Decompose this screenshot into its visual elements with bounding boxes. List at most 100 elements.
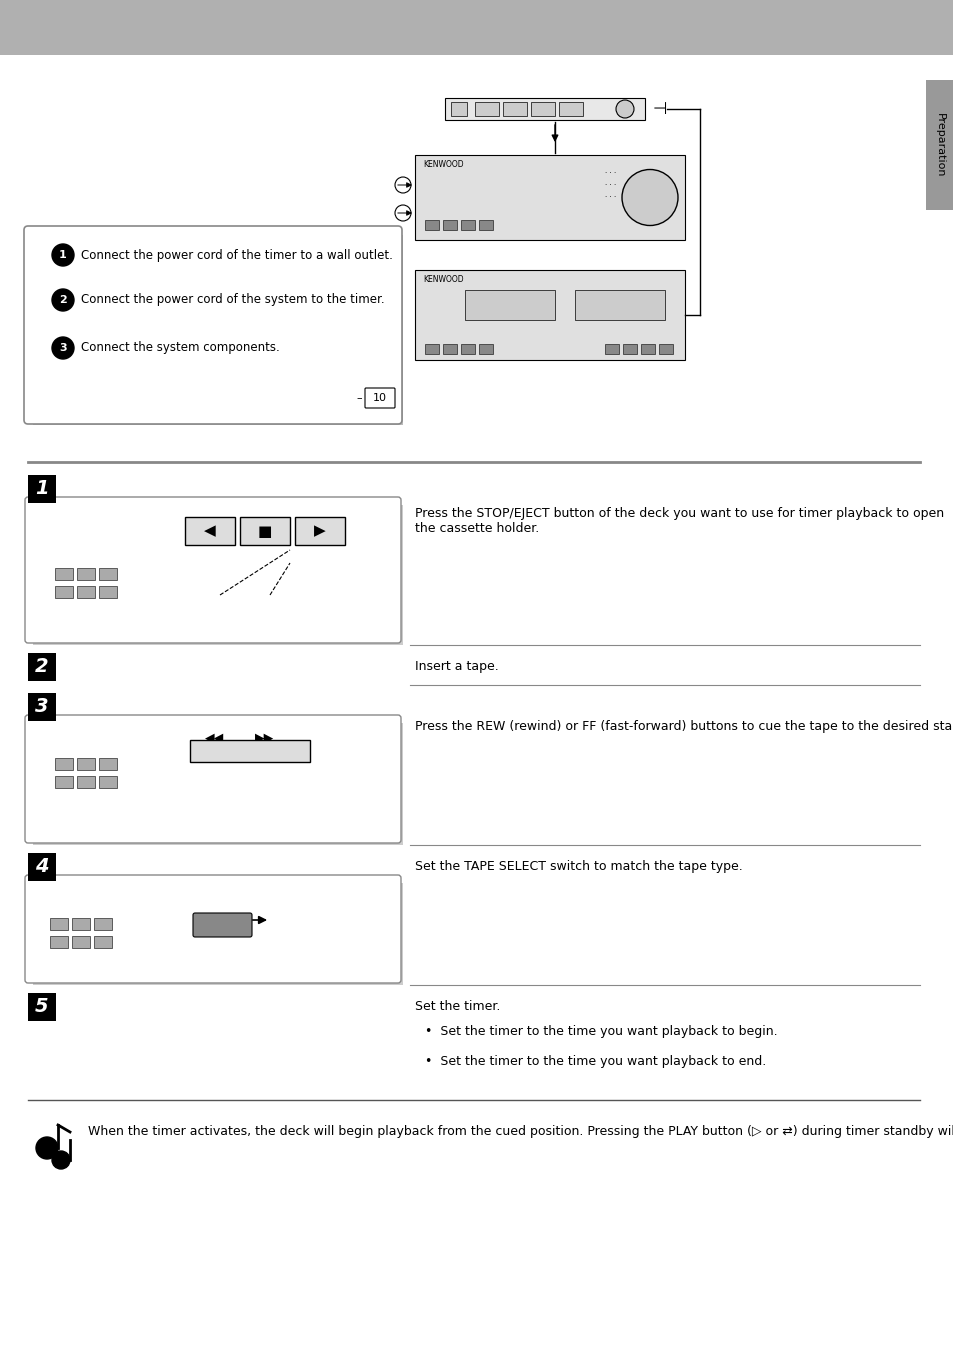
FancyBboxPatch shape	[33, 884, 402, 985]
FancyBboxPatch shape	[444, 99, 644, 120]
FancyBboxPatch shape	[50, 936, 68, 948]
FancyBboxPatch shape	[94, 917, 112, 929]
Text: 4: 4	[35, 858, 49, 877]
FancyBboxPatch shape	[659, 345, 672, 354]
Text: ■: ■	[257, 523, 272, 539]
FancyBboxPatch shape	[94, 936, 112, 948]
FancyBboxPatch shape	[24, 226, 401, 424]
FancyBboxPatch shape	[622, 345, 637, 354]
Text: KENWOOD: KENWOOD	[422, 159, 463, 169]
FancyBboxPatch shape	[55, 586, 73, 598]
FancyBboxPatch shape	[71, 917, 90, 929]
FancyBboxPatch shape	[28, 852, 56, 881]
FancyBboxPatch shape	[55, 758, 73, 770]
Text: When the timer activates, the deck will begin playback from the cued position. P: When the timer activates, the deck will …	[88, 1125, 953, 1138]
FancyBboxPatch shape	[55, 775, 73, 788]
Circle shape	[36, 1138, 58, 1159]
Text: –: –	[356, 393, 361, 403]
Circle shape	[52, 1151, 70, 1169]
Circle shape	[395, 205, 411, 222]
Text: Connect the power cord of the timer to a wall outlet.: Connect the power cord of the timer to a…	[81, 249, 393, 262]
Text: 3: 3	[35, 697, 49, 716]
Text: Press the REW (rewind) or FF (fast-forward) buttons to cue the tape to the desir: Press the REW (rewind) or FF (fast-forwa…	[415, 720, 953, 734]
FancyBboxPatch shape	[99, 586, 117, 598]
Text: Set the timer.: Set the timer.	[415, 1000, 500, 1013]
FancyBboxPatch shape	[28, 693, 56, 721]
Text: ◀◀: ◀◀	[205, 731, 224, 744]
Text: Insert a tape.: Insert a tape.	[415, 661, 498, 673]
FancyBboxPatch shape	[77, 758, 95, 770]
FancyBboxPatch shape	[294, 517, 345, 544]
Text: · · ·: · · ·	[604, 195, 616, 200]
FancyBboxPatch shape	[531, 101, 555, 116]
Text: Set the TAPE SELECT switch to match the tape type.: Set the TAPE SELECT switch to match the …	[415, 861, 742, 873]
FancyBboxPatch shape	[99, 567, 117, 580]
FancyBboxPatch shape	[424, 345, 438, 354]
Circle shape	[621, 169, 678, 226]
FancyBboxPatch shape	[190, 740, 310, 762]
Circle shape	[52, 336, 74, 359]
FancyBboxPatch shape	[99, 775, 117, 788]
FancyBboxPatch shape	[28, 476, 56, 503]
FancyBboxPatch shape	[925, 80, 953, 209]
Text: Press the STOP/EJECT button of the deck you want to use for timer playback to op: Press the STOP/EJECT button of the deck …	[415, 507, 943, 535]
FancyBboxPatch shape	[640, 345, 655, 354]
FancyBboxPatch shape	[424, 220, 438, 230]
FancyBboxPatch shape	[0, 0, 953, 55]
FancyBboxPatch shape	[77, 775, 95, 788]
FancyBboxPatch shape	[240, 517, 290, 544]
FancyBboxPatch shape	[442, 345, 456, 354]
Text: ▶▶: ▶▶	[255, 731, 274, 744]
FancyBboxPatch shape	[193, 913, 252, 938]
FancyBboxPatch shape	[25, 497, 400, 643]
FancyBboxPatch shape	[442, 220, 456, 230]
FancyBboxPatch shape	[71, 936, 90, 948]
FancyBboxPatch shape	[185, 517, 234, 544]
FancyBboxPatch shape	[464, 290, 555, 320]
FancyBboxPatch shape	[77, 586, 95, 598]
Text: 1: 1	[35, 480, 49, 499]
FancyBboxPatch shape	[28, 653, 56, 681]
FancyBboxPatch shape	[50, 917, 68, 929]
Text: KENWOOD: KENWOOD	[422, 276, 463, 284]
Text: · · ·: · · ·	[604, 182, 616, 188]
FancyBboxPatch shape	[28, 993, 56, 1021]
FancyBboxPatch shape	[460, 220, 475, 230]
Text: ▶: ▶	[314, 523, 326, 539]
FancyBboxPatch shape	[33, 723, 402, 844]
FancyBboxPatch shape	[33, 505, 402, 644]
FancyBboxPatch shape	[77, 567, 95, 580]
Circle shape	[52, 289, 74, 311]
Text: •  Set the timer to the time you want playback to begin.: • Set the timer to the time you want pla…	[424, 1025, 777, 1038]
Circle shape	[616, 100, 634, 118]
Text: •  Set the timer to the time you want playback to end.: • Set the timer to the time you want pla…	[424, 1055, 765, 1069]
FancyBboxPatch shape	[460, 345, 475, 354]
Circle shape	[52, 245, 74, 266]
FancyBboxPatch shape	[478, 345, 493, 354]
Circle shape	[395, 177, 411, 193]
Text: ⊣: ⊣	[652, 100, 667, 118]
Text: ◀: ◀	[204, 523, 215, 539]
Text: 10: 10	[373, 393, 387, 403]
FancyBboxPatch shape	[451, 101, 467, 116]
Text: 5: 5	[35, 997, 49, 1016]
Text: 3: 3	[59, 343, 67, 353]
FancyBboxPatch shape	[478, 220, 493, 230]
Text: 1: 1	[59, 250, 67, 259]
FancyBboxPatch shape	[365, 388, 395, 408]
Text: Connect the power cord of the system to the timer.: Connect the power cord of the system to …	[81, 293, 384, 307]
Text: 2: 2	[59, 295, 67, 305]
FancyBboxPatch shape	[502, 101, 526, 116]
Text: Connect the system components.: Connect the system components.	[81, 342, 279, 354]
FancyBboxPatch shape	[99, 758, 117, 770]
FancyBboxPatch shape	[558, 101, 582, 116]
FancyBboxPatch shape	[25, 875, 400, 984]
FancyBboxPatch shape	[415, 155, 684, 240]
Text: Preparation: Preparation	[934, 112, 944, 177]
FancyBboxPatch shape	[25, 715, 400, 843]
FancyBboxPatch shape	[33, 235, 402, 426]
FancyBboxPatch shape	[415, 270, 684, 359]
FancyBboxPatch shape	[55, 567, 73, 580]
Text: · · ·: · · ·	[604, 170, 616, 176]
Text: 2: 2	[35, 658, 49, 677]
